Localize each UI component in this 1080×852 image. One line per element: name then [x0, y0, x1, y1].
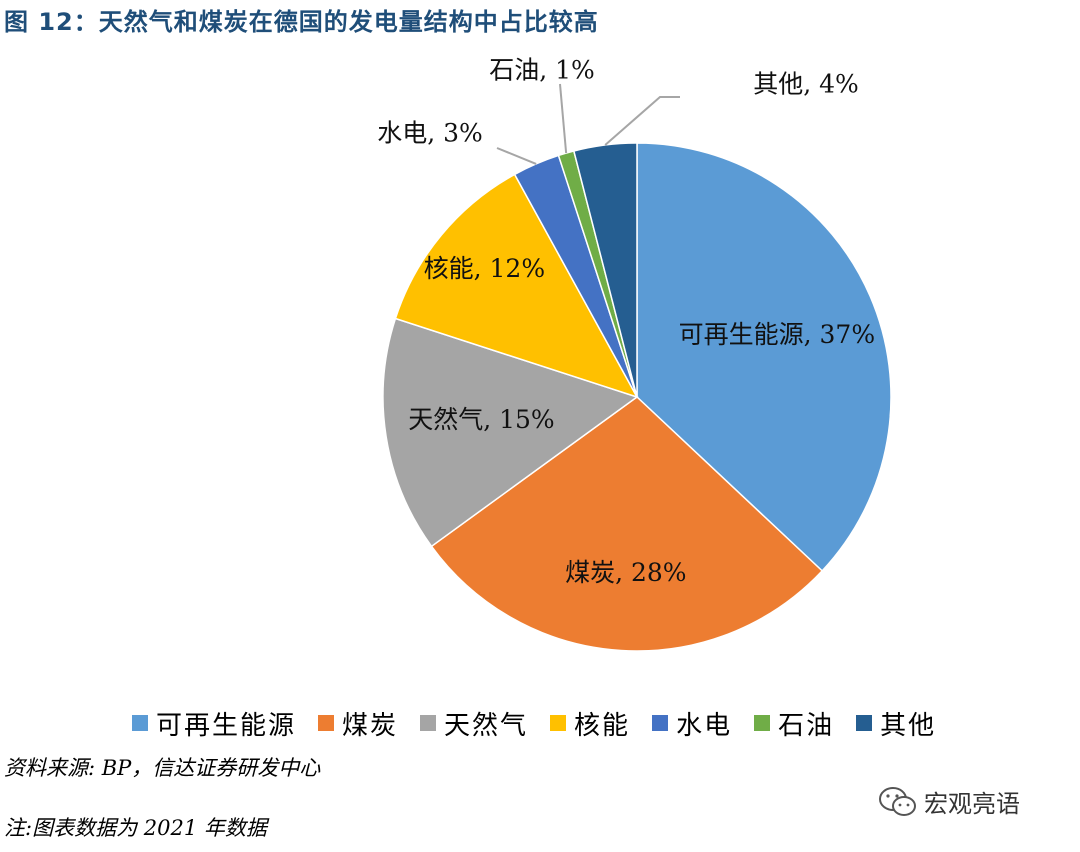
figure-title: 图 12：天然气和煤炭在德国的发电量结构中占比较高	[4, 8, 599, 36]
legend-label: 其他	[880, 710, 937, 741]
legend-label: 可再生能源	[156, 710, 297, 741]
legend-label: 水电	[676, 710, 733, 741]
watermark: 宏观亮语	[878, 784, 1020, 819]
pie-slice	[572, 142, 638, 398]
legend-swatch	[132, 715, 148, 731]
legend-swatch	[652, 715, 669, 731]
legend-swatch	[754, 715, 771, 731]
pie-slice	[430, 396, 824, 652]
slice-data-label: 水电, 3%	[377, 119, 483, 148]
legend-label: 煤炭	[342, 710, 399, 741]
pie-slice	[382, 317, 639, 548]
legend-item: 煤炭	[318, 705, 398, 742]
data-note: 注:图表数据为 2021 年数据	[4, 816, 267, 840]
pie-chart: 可再生能源, 37% 煤炭, 28% 天然气, 15% 核能, 12% 水电, 3% 石油…	[377, 56, 892, 652]
pie-slice	[394, 173, 639, 399]
legend-label: 天然气	[444, 710, 529, 741]
legend-item: 水电	[652, 705, 732, 742]
legend-swatch	[420, 715, 437, 731]
legend-item: 核能	[550, 705, 630, 742]
leader-line	[604, 96, 680, 146]
slice-data-label: 其他, 4%	[753, 70, 859, 99]
slice-data-label: 天然气, 15%	[408, 405, 554, 434]
legend-label: 核能	[574, 710, 631, 741]
slice-data-label: 核能, 12%	[424, 254, 545, 283]
watermark-text: 宏观亮语	[924, 790, 1020, 818]
chart-legend: 可再生能源 煤炭 天然气 核能 水电 石油 其他	[132, 703, 936, 743]
leader-line	[559, 83, 568, 154]
legend-item: 其他	[856, 705, 936, 742]
legend-item: 可再生能源	[132, 705, 296, 742]
legend-label: 石油	[778, 710, 835, 741]
legend-swatch	[550, 715, 567, 731]
slice-data-label: 可再生能源, 37%	[679, 320, 875, 349]
leader-line	[496, 147, 537, 165]
source-note: 资料来源: BP，信达证券研发中心	[4, 756, 321, 780]
legend-swatch	[318, 715, 335, 731]
legend-item: 天然气	[420, 705, 528, 742]
legend-item: 石油	[754, 705, 834, 742]
slice-data-label: 煤炭, 28%	[565, 558, 686, 587]
pie-slice	[636, 142, 892, 572]
wechat-icon	[879, 786, 916, 816]
legend-swatch	[856, 715, 873, 731]
slice-data-label: 石油, 1%	[489, 56, 595, 85]
